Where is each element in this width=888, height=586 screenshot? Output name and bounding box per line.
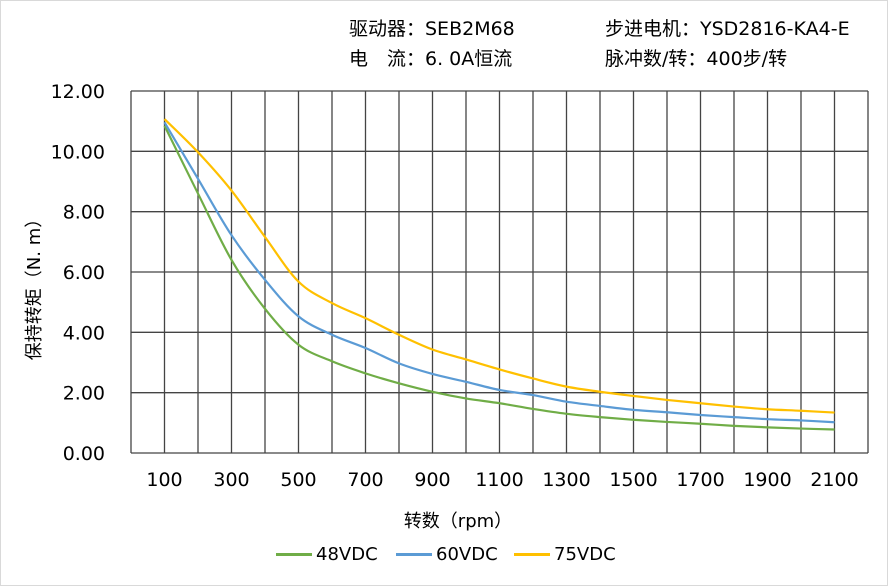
x-tick-label: 900 [414,469,450,491]
legend-swatch [276,553,312,556]
x-tick-label: 1500 [609,469,657,491]
y-tick-label: 2.00 [63,383,105,405]
series-line-75VDC [163,118,835,414]
pulses-label: 脉冲数/转：400步/转 [605,48,788,70]
legend-label: 75VDC [554,544,616,565]
x-tick-label: 300 [213,469,249,491]
motor-label: 步进电机：YSD2816-KA4-E [605,18,850,40]
x-tick-label: 500 [280,469,316,491]
y-tick-label: 12.00 [51,81,105,103]
y-tick-label: 10.00 [51,141,105,163]
x-tick-label: 1300 [542,469,590,491]
legend-item-48VDC: 48VDC [276,544,378,565]
x-tick-label: 1100 [475,469,523,491]
driver-label: 驱动器：SEB2M68 [349,18,515,40]
x-tick-label: 1900 [743,469,791,491]
legend-swatch [396,553,432,556]
x-tick-label: 2100 [810,469,858,491]
y-tick-label: 6.00 [63,262,105,284]
legend-label: 48VDC [316,544,378,565]
x-axis-title: 转数（rpm） [404,511,512,532]
legend-item-75VDC: 75VDC [514,544,616,565]
current-label: 电 流：6. 0A恒流 [349,48,513,70]
y-tick-label: 8.00 [63,202,105,224]
x-tick-label: 700 [347,469,383,491]
series-line-60VDC [163,121,835,424]
y-axis-title: 保持转矩（N. m） [24,210,45,360]
y-tick-label: 4.00 [63,322,105,344]
series-line-48VDC [163,125,835,431]
x-tick-label: 100 [146,469,182,491]
x-tick-label: 1700 [676,469,724,491]
legend-item-60VDC: 60VDC [396,544,498,565]
legend-swatch [514,553,550,556]
legend-label: 60VDC [436,544,498,565]
y-tick-label: 0.00 [63,443,105,465]
